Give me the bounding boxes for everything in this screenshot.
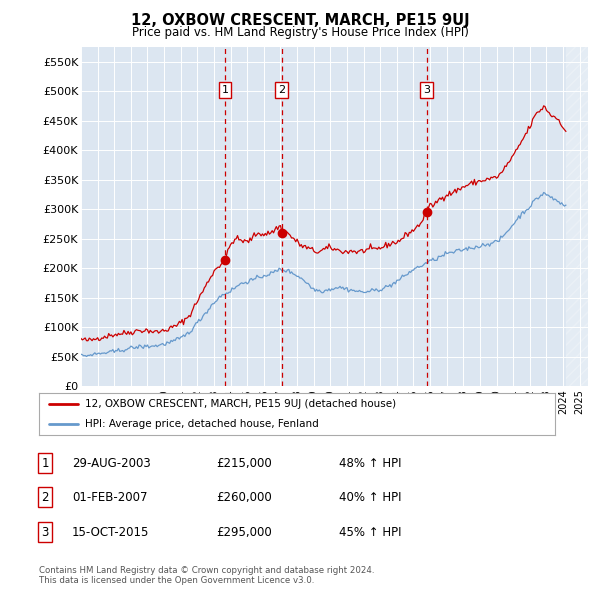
Text: 48% ↑ HPI: 48% ↑ HPI [339,457,401,470]
Text: £260,000: £260,000 [216,491,272,504]
Bar [566,47,588,386]
Text: 1: 1 [41,457,49,470]
Text: 2: 2 [41,491,49,504]
Text: 2: 2 [278,86,286,95]
Text: 12, OXBOW CRESCENT, MARCH, PE15 9UJ (detached house): 12, OXBOW CRESCENT, MARCH, PE15 9UJ (det… [85,399,397,409]
Text: Price paid vs. HM Land Registry's House Price Index (HPI): Price paid vs. HM Land Registry's House … [131,26,469,39]
Text: Contains HM Land Registry data © Crown copyright and database right 2024.
This d: Contains HM Land Registry data © Crown c… [39,566,374,585]
Text: 3: 3 [41,526,49,539]
Text: 45% ↑ HPI: 45% ↑ HPI [339,526,401,539]
Text: 3: 3 [423,86,430,95]
Text: 01-FEB-2007: 01-FEB-2007 [72,491,148,504]
Text: 15-OCT-2015: 15-OCT-2015 [72,526,149,539]
Text: 1: 1 [221,86,229,95]
Text: £295,000: £295,000 [216,526,272,539]
Text: HPI: Average price, detached house, Fenland: HPI: Average price, detached house, Fenl… [85,419,319,429]
Text: 12, OXBOW CRESCENT, MARCH, PE15 9UJ: 12, OXBOW CRESCENT, MARCH, PE15 9UJ [131,13,469,28]
Text: 29-AUG-2003: 29-AUG-2003 [72,457,151,470]
Text: £215,000: £215,000 [216,457,272,470]
Text: 40% ↑ HPI: 40% ↑ HPI [339,491,401,504]
